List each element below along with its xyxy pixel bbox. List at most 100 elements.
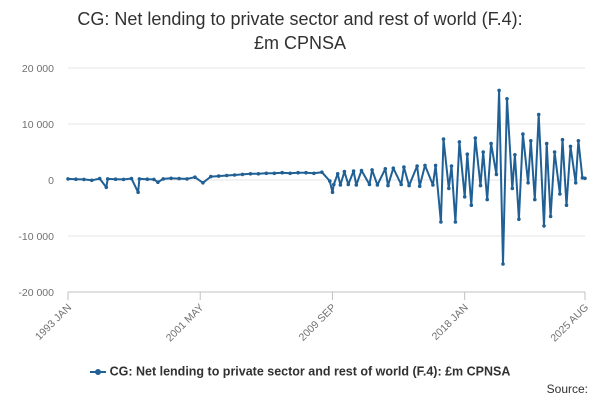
data-point — [402, 165, 406, 169]
data-point — [66, 177, 70, 181]
data-point — [449, 164, 454, 168]
data-point — [74, 177, 78, 181]
data-point — [272, 171, 277, 176]
data-point — [121, 177, 126, 182]
data-point — [185, 177, 189, 181]
series-line — [67, 89, 586, 265]
data-point — [548, 214, 553, 219]
data-point — [232, 173, 237, 177]
data-point — [330, 190, 335, 195]
data-point — [465, 152, 470, 156]
data-point — [478, 183, 483, 188]
data-point — [501, 262, 505, 266]
data-point — [517, 217, 521, 221]
data-point — [216, 174, 221, 178]
data-point — [489, 141, 493, 146]
data-point — [497, 88, 501, 93]
data-point — [359, 168, 364, 173]
data-point — [209, 174, 213, 179]
data-point — [82, 177, 86, 182]
data-point — [97, 176, 102, 181]
data-point — [280, 170, 285, 175]
data-point — [375, 183, 380, 187]
data-point — [152, 177, 156, 182]
data-point — [417, 184, 422, 188]
data-point — [256, 172, 261, 176]
data-point — [161, 177, 165, 181]
data-point — [370, 168, 374, 172]
data-point — [248, 172, 253, 176]
data-point — [90, 178, 94, 183]
y-tick-label: 0 — [48, 175, 54, 187]
data-point — [552, 150, 557, 154]
data-point — [529, 139, 533, 143]
data-point — [505, 97, 509, 101]
series-layer — [66, 88, 587, 266]
data-point — [351, 169, 356, 173]
data-point — [145, 177, 150, 181]
data-point — [533, 197, 537, 202]
data-point — [485, 197, 490, 202]
data-point — [453, 220, 458, 224]
data-point — [583, 176, 587, 181]
data-point — [431, 183, 435, 187]
data-point — [521, 132, 525, 136]
chart-title-line-2: £m CPNSA — [253, 33, 347, 53]
data-point — [513, 153, 517, 157]
data-point — [320, 170, 324, 174]
source-label: Source: — [546, 382, 588, 396]
data-point — [439, 220, 443, 224]
data-point — [415, 164, 419, 168]
y-tick-label: -10 000 — [18, 231, 54, 243]
legend-label: CG: Net lending to private sector and re… — [109, 364, 511, 379]
data-point — [312, 171, 316, 176]
data-point — [407, 183, 411, 188]
data-point — [104, 185, 109, 190]
data-point — [462, 195, 467, 199]
data-point — [367, 182, 372, 187]
data-point — [573, 181, 578, 185]
data-point — [441, 137, 446, 141]
data-point — [386, 183, 390, 188]
data-point — [494, 172, 499, 177]
data-point — [457, 140, 462, 144]
data-point — [224, 173, 229, 178]
data-point — [526, 181, 530, 185]
data-point — [383, 167, 388, 171]
data-point — [136, 190, 140, 195]
data-point — [288, 171, 292, 176]
data-point — [338, 183, 343, 187]
data-point — [354, 183, 359, 187]
x-axis: 1993 JAN 2001 MAY 2009 SEP 2018 JAN 2025 AUG — [33, 291, 591, 345]
data-point — [332, 182, 336, 187]
data-point — [342, 169, 347, 174]
data-point — [568, 144, 573, 149]
data-point — [296, 170, 300, 175]
data-point — [193, 175, 197, 179]
chart-title-line-1: CG: Net lending to private sector and re… — [77, 9, 523, 29]
x-tick-label: 2025 AUG — [548, 302, 591, 345]
data-point — [558, 192, 562, 196]
data-point — [473, 136, 478, 140]
data-point — [544, 141, 549, 146]
data-point — [264, 171, 269, 176]
data-point — [481, 150, 486, 154]
x-tick-label: 2009 SEP — [297, 302, 339, 344]
x-tick-label: 2018 JAN — [430, 302, 471, 343]
data-point — [346, 182, 351, 187]
data-point — [423, 163, 427, 168]
data-point — [447, 186, 451, 191]
data-point — [542, 224, 546, 228]
data-point — [469, 203, 474, 207]
y-tick-label: -20 000 — [18, 287, 54, 299]
data-point — [240, 172, 245, 177]
data-point — [169, 176, 173, 181]
data-point — [564, 203, 569, 207]
data-point — [433, 163, 438, 168]
data-point — [105, 177, 110, 181]
chart-title: CG: Net lending to private sector and re… — [0, 7, 600, 55]
data-point — [177, 176, 181, 181]
x-tick-label: 2001 MAY — [164, 302, 207, 345]
legend-line-marker-icon — [89, 367, 106, 377]
